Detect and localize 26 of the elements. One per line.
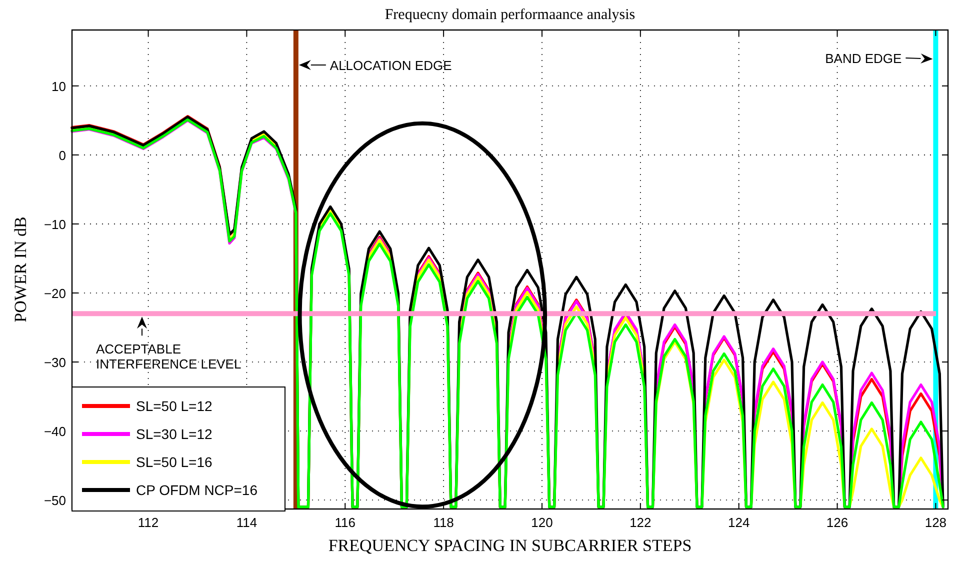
y-tick-label: −20 [44,286,66,301]
x-tick-label: 128 [924,515,947,530]
y-tick-label: −10 [44,216,66,232]
legend-label: SL=50 L=16 [136,454,213,470]
x-axis-title: FREQUENCY SPACING IN SUBCARRIER STEPS [328,536,692,555]
x-tick-label: 112 [138,515,159,530]
y-tick-label: 10 [52,78,66,94]
y-tick-label: −50 [44,493,66,508]
ref-line-label: ACCEPTABLE INTERFERENCE LEVEL [96,342,242,372]
legend-label: CP OFDM NCP=16 [136,482,258,498]
ref-line-label: ALLOCATION EDGE [330,58,452,73]
x-tick-label: 126 [826,515,848,530]
y-axis-title: POWER IN dB [11,216,30,322]
x-tick-label: 116 [334,515,356,530]
ref-line-label: BAND EDGE [825,51,902,66]
y-tick-label: 0 [58,148,66,163]
legend-label: SL=30 L=12 [136,426,213,442]
x-tick-label: 122 [630,515,652,530]
legend-label: SL=50 L=12 [136,398,213,414]
x-tick-label: 114 [236,515,258,530]
y-tick-label: −30 [44,354,66,370]
x-tick-label: 118 [433,515,454,530]
x-tick-label: 120 [531,515,553,530]
x-tick-label: 124 [728,515,750,530]
chart-title: Frequecny domain performaance analysis [384,7,636,23]
y-tick-label: −40 [44,424,66,440]
